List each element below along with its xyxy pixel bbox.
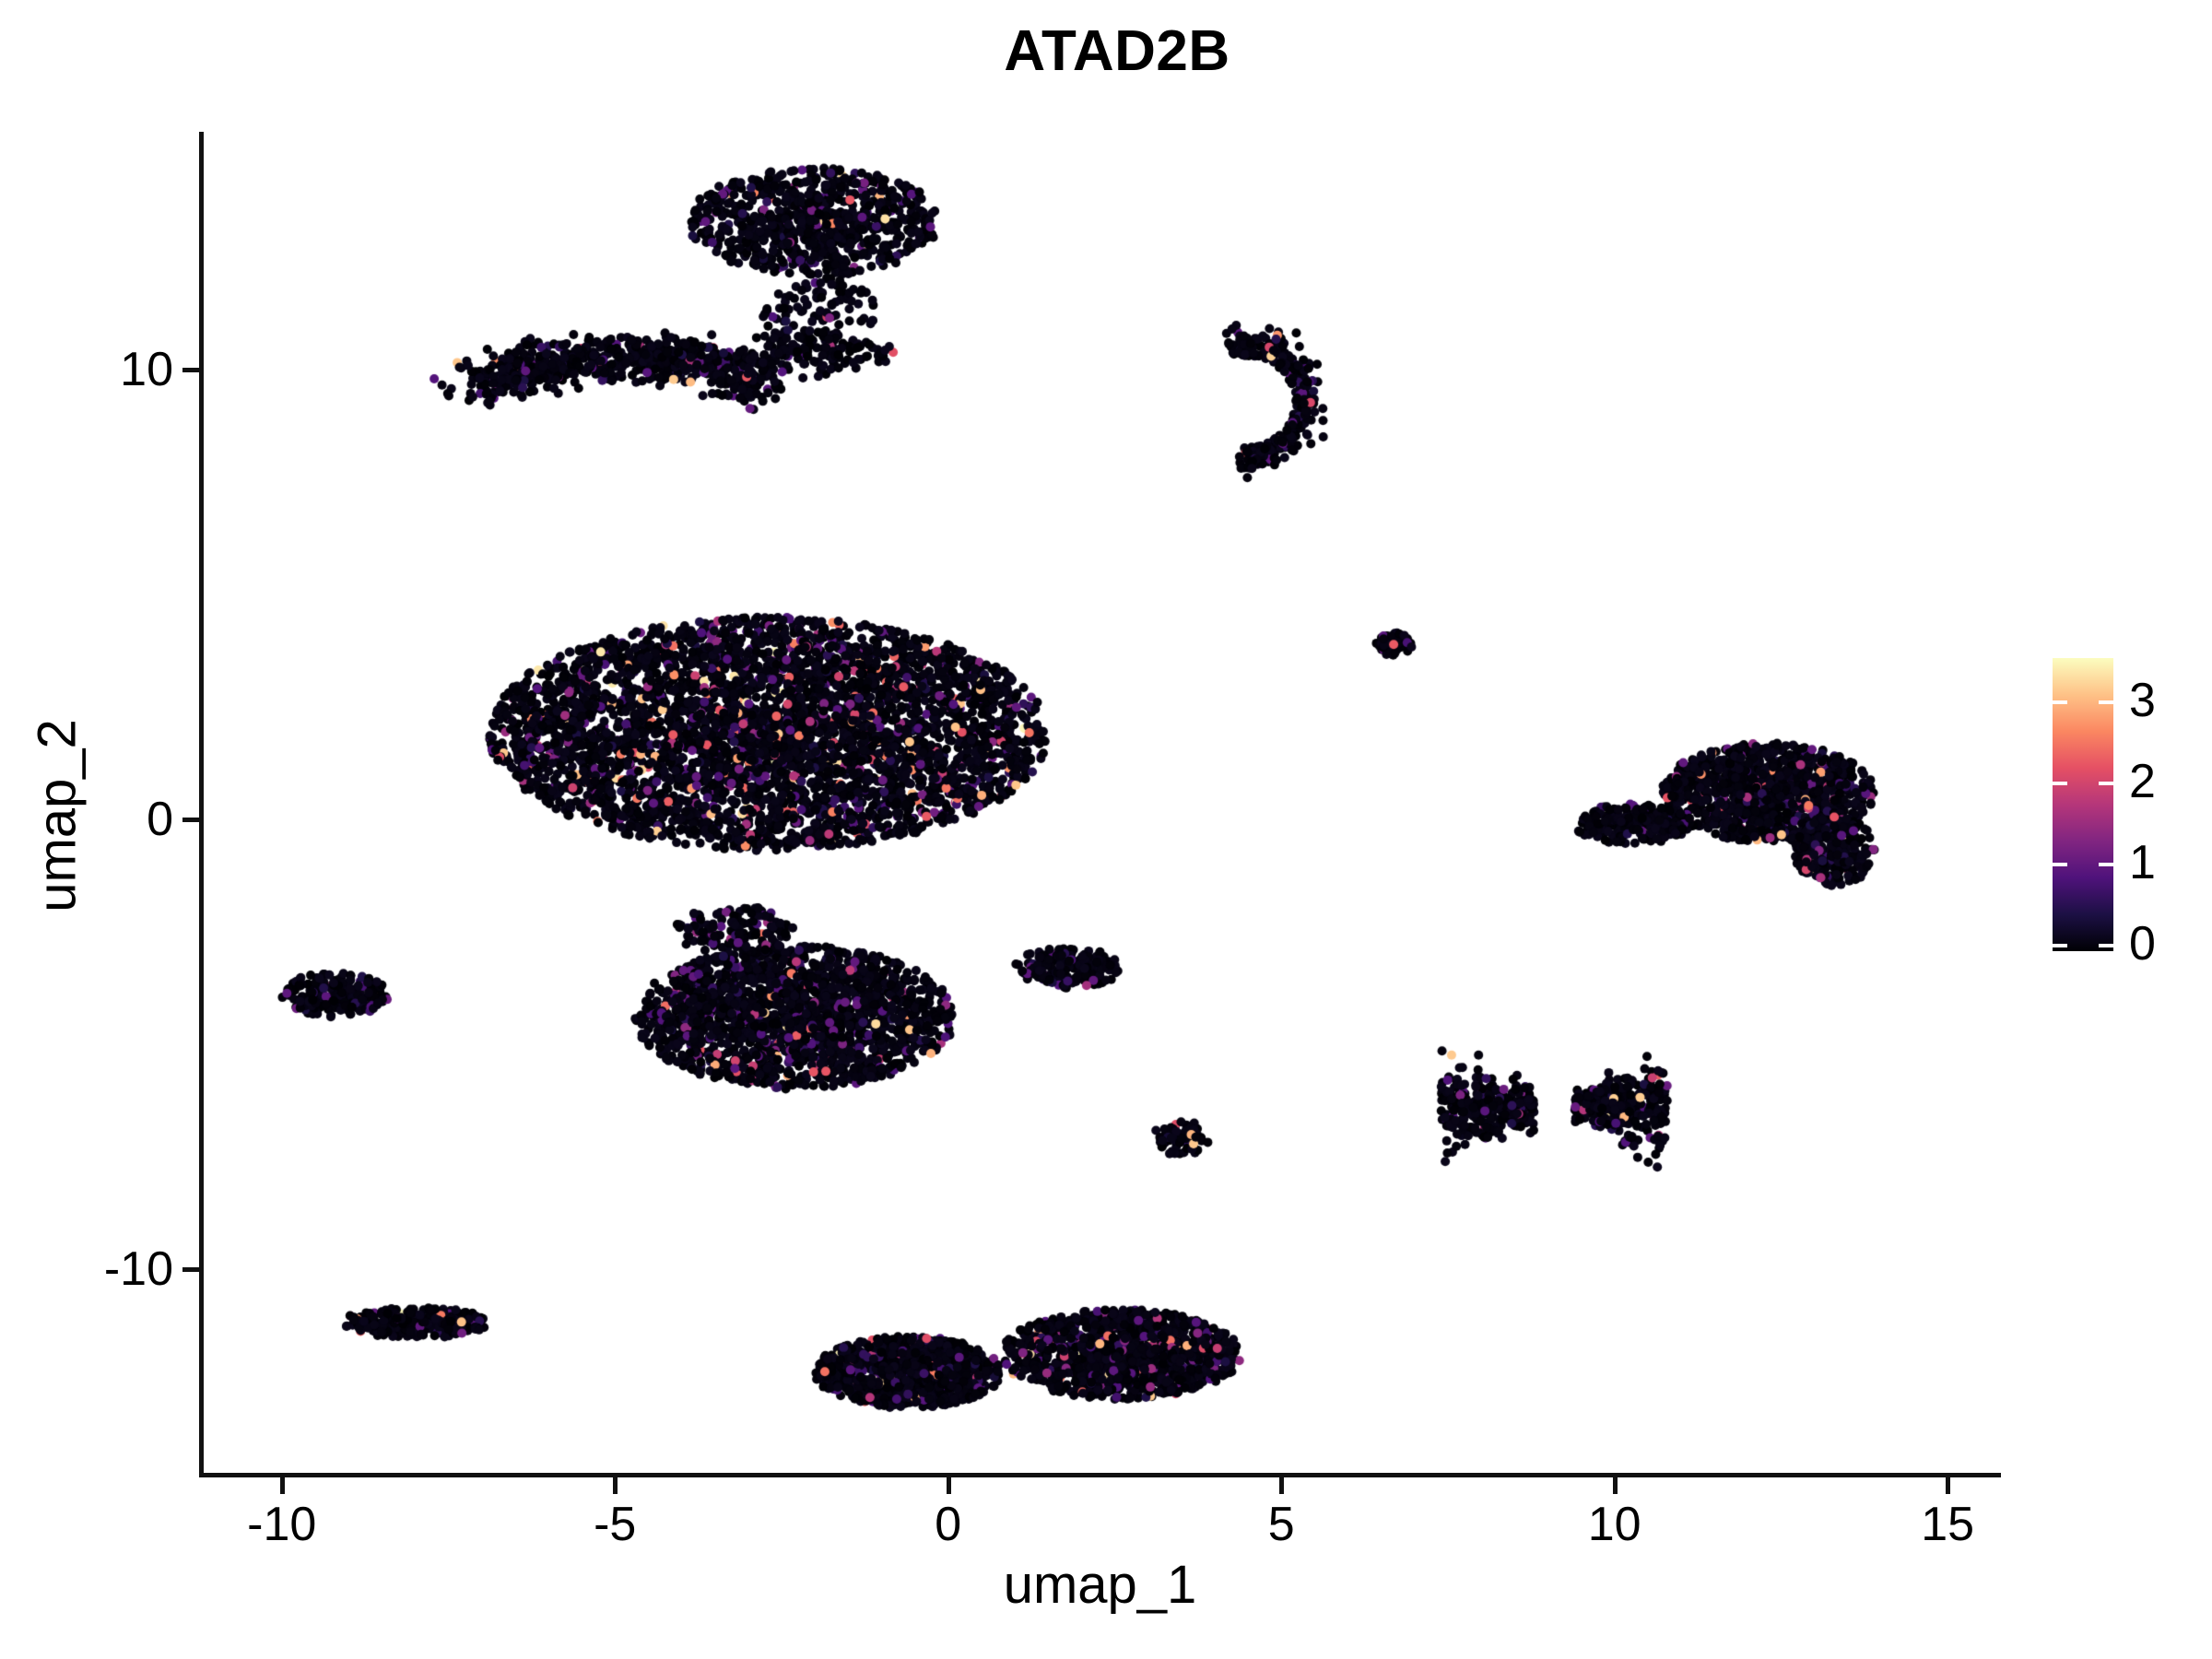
x-tick-mark (1279, 1477, 1285, 1494)
x-tick-mark (946, 1477, 951, 1494)
x-axis-spine (199, 1473, 2001, 1477)
y-tick-label: 10 (120, 343, 173, 397)
colorbar-tick-1-left (2053, 863, 2067, 866)
y-tick-label: 0 (147, 793, 173, 847)
x-axis-label: umap_1 (1003, 1555, 1197, 1615)
x-tick-mark (1946, 1477, 1951, 1494)
scatter-plot-canvas (202, 132, 2001, 1476)
x-tick-label: 0 (935, 1498, 962, 1551)
colorbar-tick-0-left (2053, 944, 2067, 947)
x-tick-label: 10 (1587, 1498, 1641, 1551)
y-axis-label: umap_2 (27, 719, 88, 912)
plot-title-text: ATAD2B (1004, 19, 1230, 83)
x-tick-mark (1612, 1477, 1618, 1494)
colorbar-tick-3-right (2099, 700, 2113, 704)
y-tick-label: -10 (103, 1241, 173, 1296)
colorbar-tick-1-right (2099, 863, 2113, 866)
y-tick-mark (182, 1266, 199, 1272)
colorbar-label-2: 2 (2129, 755, 2156, 808)
x-tick-label: -10 (247, 1498, 317, 1551)
x-tick-label: -5 (594, 1498, 637, 1551)
colorbar-tick-3-left (2053, 700, 2067, 704)
page-title: ATAD2B (0, 18, 2212, 84)
x-tick-mark (279, 1477, 285, 1494)
colorbar-label-3: 3 (2129, 674, 2156, 727)
y-tick-mark (182, 368, 199, 373)
colorbar-tick-0-right (2099, 944, 2113, 947)
x-tick-label: 5 (1267, 1498, 1295, 1551)
colorbar-tick-2-right (2099, 782, 2113, 785)
colorbar-tick-2-left (2053, 782, 2067, 785)
colorbar-label-1: 1 (2129, 836, 2156, 889)
y-tick-mark (182, 818, 199, 823)
colorbar-label-0: 0 (2129, 917, 2156, 971)
colorbar-gradient (2053, 658, 2113, 951)
x-tick-mark (613, 1477, 618, 1494)
x-tick-label: 15 (1921, 1498, 1975, 1551)
y-axis-spine (199, 132, 204, 1477)
colorbar (2053, 658, 2113, 951)
